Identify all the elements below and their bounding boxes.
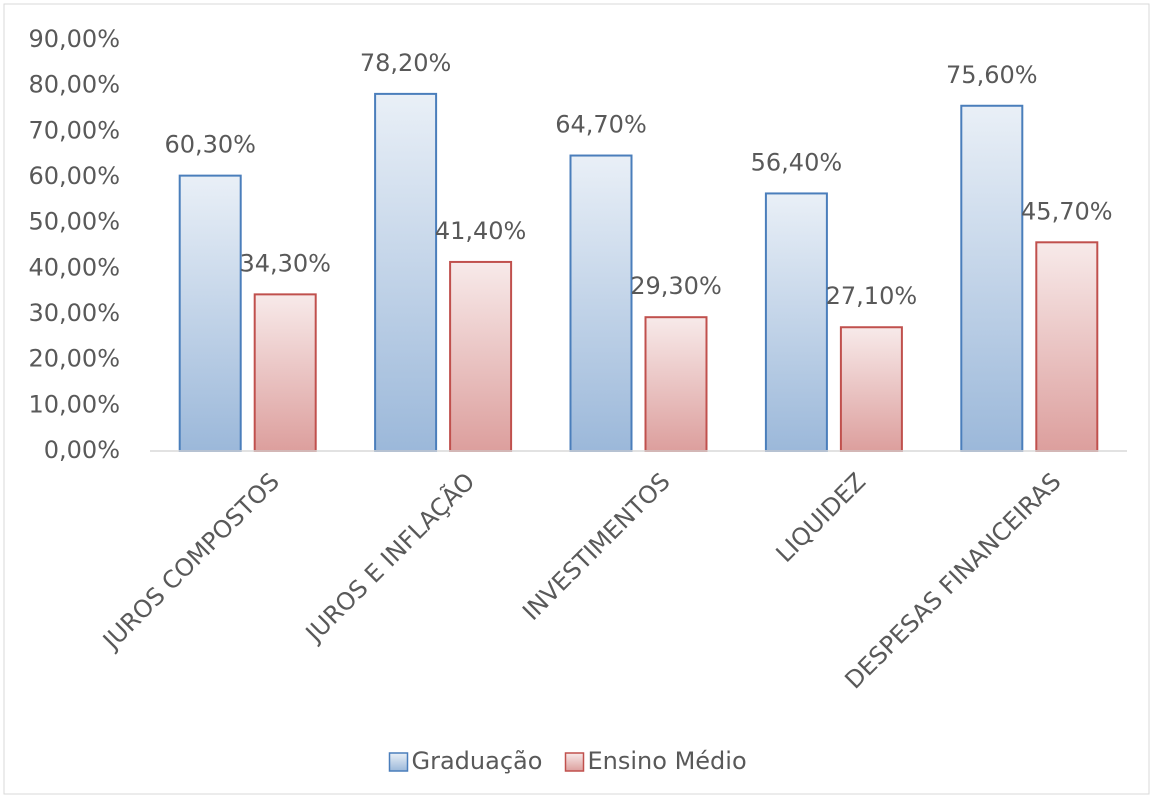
bar — [569, 154, 633, 453]
bar — [1035, 241, 1099, 452]
bar — [449, 260, 513, 452]
bar — [644, 316, 708, 452]
value-label: 41,40% — [435, 217, 527, 245]
y-tick-label: 50,00% — [28, 208, 120, 236]
value-label: 27,10% — [826, 282, 918, 310]
bar — [374, 92, 438, 453]
bar — [960, 104, 1024, 452]
value-label: 64,70% — [555, 111, 647, 139]
value-label: 60,30% — [164, 131, 256, 159]
y-tick-label: 20,00% — [28, 345, 120, 373]
value-label: 75,60% — [946, 61, 1038, 89]
legend-label: Ensino Médio — [588, 747, 747, 775]
y-tick-label: 0,00% — [44, 436, 120, 464]
y-tick-label: 90,00% — [28, 25, 120, 53]
y-tick-label: 10,00% — [28, 390, 120, 418]
value-label: 45,70% — [1021, 197, 1113, 225]
bar — [253, 293, 317, 453]
y-tick-label: 70,00% — [28, 116, 120, 144]
legend-swatch — [564, 752, 585, 772]
value-label: 29,30% — [630, 272, 722, 300]
y-tick-label: 60,00% — [28, 162, 120, 190]
y-tick-label: 80,00% — [28, 71, 120, 99]
y-tick-label: 40,00% — [28, 253, 120, 281]
legend-swatch — [388, 752, 409, 772]
value-label: 78,20% — [360, 49, 452, 77]
bar — [764, 192, 828, 452]
value-label: 56,40% — [751, 148, 843, 176]
legend-label: Graduação — [412, 747, 543, 775]
bar — [178, 174, 242, 452]
y-tick-label: 30,00% — [28, 299, 120, 327]
bar — [839, 326, 903, 453]
value-label: 34,30% — [239, 249, 331, 277]
